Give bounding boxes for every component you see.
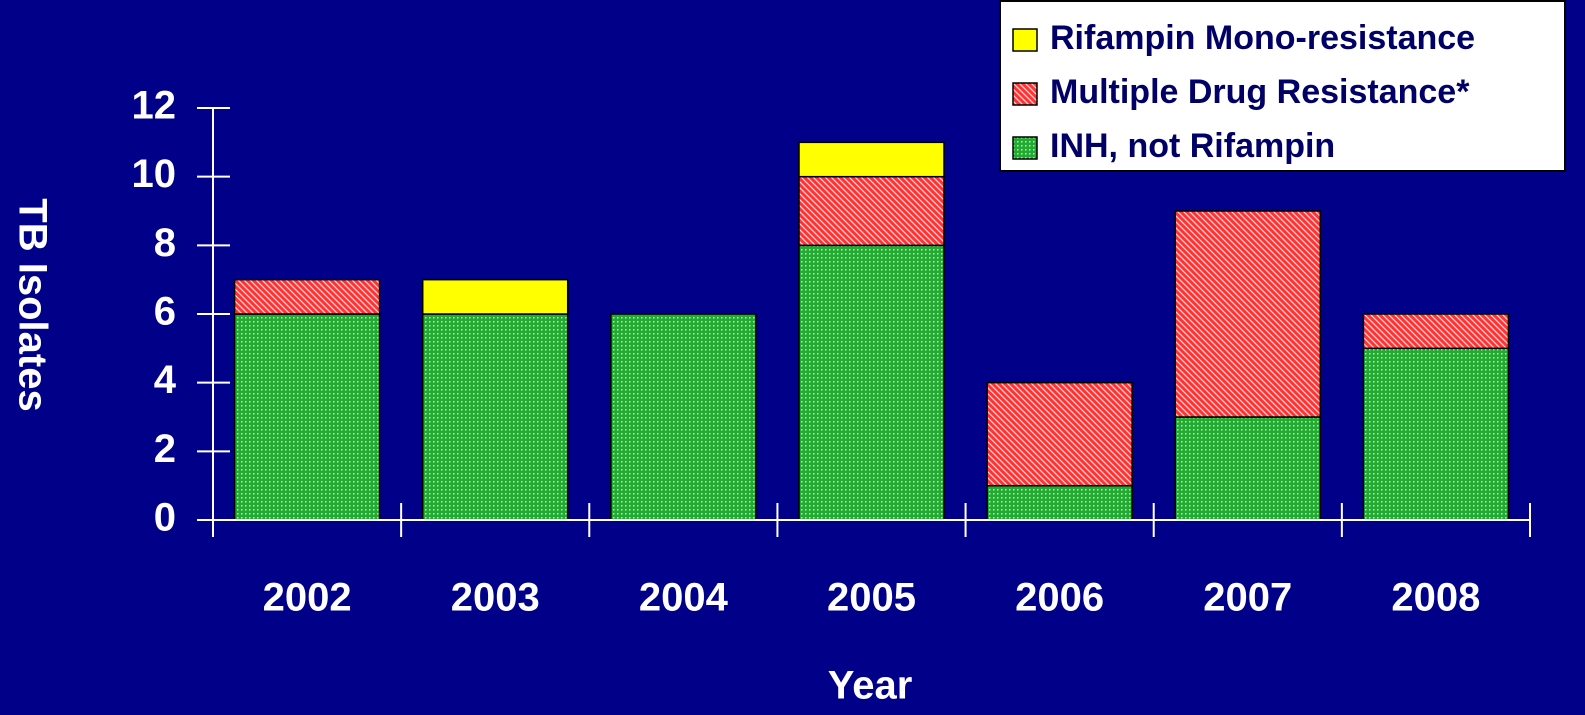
bar-segment xyxy=(233,313,381,521)
bar-segment xyxy=(1174,210,1322,418)
y-tick-label: 4 xyxy=(154,358,177,402)
x-tick-label: 2008 xyxy=(1391,576,1480,620)
bar-segment xyxy=(421,313,569,521)
bar-segment xyxy=(1362,313,1510,350)
legend-label: Multiple Drug Resistance* xyxy=(1050,73,1470,111)
bar-segment xyxy=(986,381,1133,487)
legend-box xyxy=(999,0,1566,172)
y-tick-label: 0 xyxy=(154,496,176,540)
x-tick-label: 2002 xyxy=(263,576,352,620)
bar-segment xyxy=(1362,347,1510,521)
bar-segment xyxy=(798,244,945,521)
bar-segment xyxy=(233,278,381,315)
y-tick-label: 2 xyxy=(154,427,176,471)
legend-swatch xyxy=(1012,28,1038,52)
x-axis-label: Year xyxy=(828,664,913,708)
x-tick-label: 2003 xyxy=(451,576,540,620)
y-axis-label: TB Isolates xyxy=(10,198,54,411)
y-tick-label: 12 xyxy=(132,84,177,128)
y-tick-label: 8 xyxy=(154,221,176,265)
x-tick-label: 2005 xyxy=(827,576,916,620)
bar-segment xyxy=(1174,416,1322,521)
x-tick-label: 2004 xyxy=(639,576,729,620)
bar-segment xyxy=(798,141,945,178)
y-tick-label: 6 xyxy=(154,290,176,334)
x-tick-label: 2006 xyxy=(1015,576,1104,620)
legend-swatch xyxy=(1012,82,1038,106)
x-tick-label: 2007 xyxy=(1203,576,1292,620)
bar-segment xyxy=(610,313,757,521)
legend-label: INH, not Rifampin xyxy=(1050,127,1335,165)
legend-label: Rifampin Mono-resistance xyxy=(1050,19,1475,57)
bar-segment xyxy=(798,175,945,247)
y-tick-label: 10 xyxy=(132,152,177,196)
legend-swatch xyxy=(1012,136,1038,160)
bar-segment xyxy=(986,484,1133,521)
legend: Rifampin Mono-resistance Multiple Drug Re… xyxy=(999,0,1566,172)
bar-segment xyxy=(421,278,569,315)
